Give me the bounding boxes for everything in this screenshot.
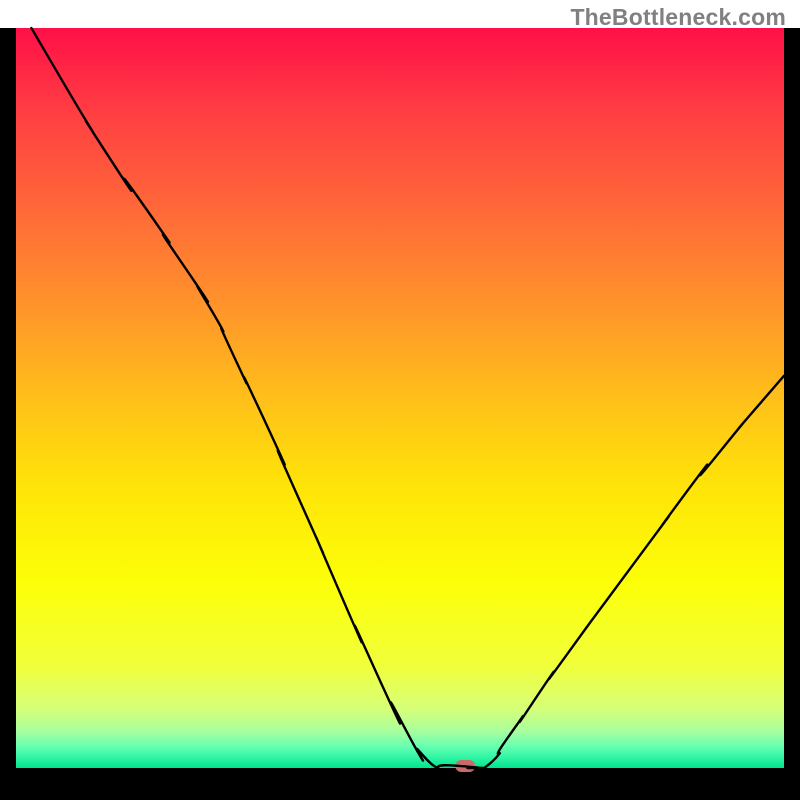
chart-background-gradient (16, 28, 784, 768)
bottleneck-chart (0, 0, 800, 800)
frame-bottom (0, 768, 800, 800)
frame-right (784, 28, 800, 800)
frame-left (0, 28, 16, 800)
